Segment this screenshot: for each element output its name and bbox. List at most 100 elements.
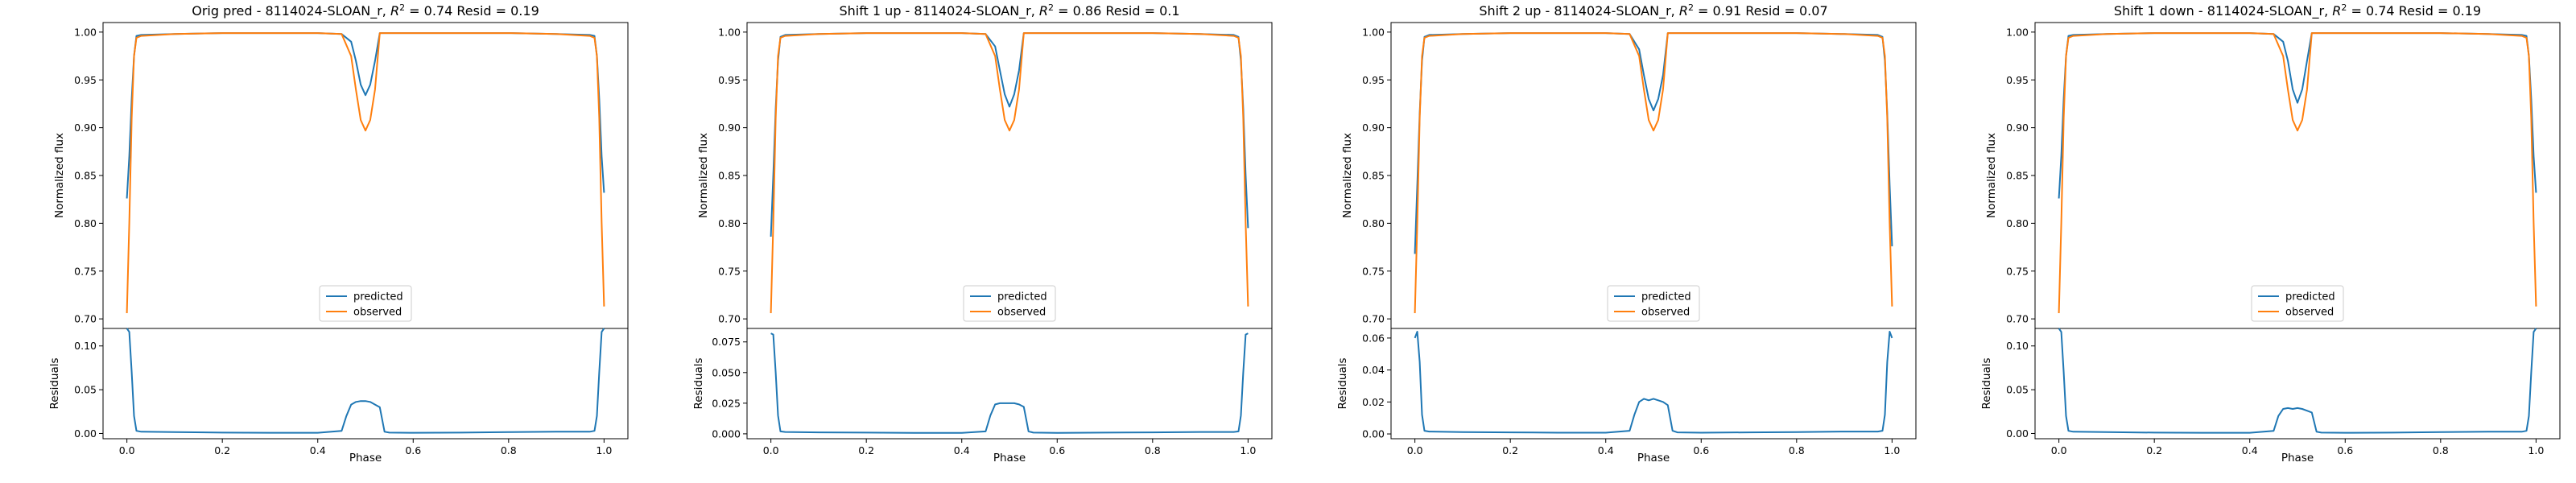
x-axis-label: Phase bbox=[349, 452, 382, 464]
chart-title: Shift 1 down - 8114024-SLOAN_r, R2 = 0.7… bbox=[2114, 2, 2481, 19]
flux-ytick-label: 0.95 bbox=[2006, 74, 2029, 86]
residuals-ytick-label: 0.00 bbox=[74, 427, 97, 440]
legend-label-observed: observed bbox=[353, 307, 402, 319]
flux-ytick-label: 1.00 bbox=[2006, 26, 2029, 38]
resid-label: Resid = bbox=[2395, 3, 2453, 19]
residuals-ytick-label: 0.06 bbox=[1362, 332, 1385, 344]
r2-exponent: 2 bbox=[1688, 2, 1694, 13]
r2-exponent: 2 bbox=[1048, 2, 1054, 13]
chart-panel-3: Shift 2 up - 8114024-SLOAN_r, R2 = 0.91 … bbox=[1336, 2, 1917, 464]
predicted-line bbox=[126, 32, 605, 199]
xtick-label: 0.2 bbox=[214, 444, 230, 456]
resid-value: 0.19 bbox=[510, 3, 539, 19]
flux-ytick-label: 1.00 bbox=[1362, 26, 1385, 38]
xtick-label: 0.2 bbox=[858, 444, 874, 456]
r2-exponent: 2 bbox=[399, 2, 405, 13]
xtick-label: 0.6 bbox=[405, 444, 421, 456]
xtick-label: 1.0 bbox=[2528, 444, 2544, 456]
legend-label-observed: observed bbox=[1641, 307, 1690, 319]
xtick-label: 0.6 bbox=[1049, 444, 1065, 456]
flux-ytick-label: 0.85 bbox=[718, 170, 741, 182]
xtick-label: 0.8 bbox=[1789, 444, 1805, 456]
r2-value: 0.74 bbox=[2366, 3, 2395, 19]
r2-equals: = bbox=[405, 3, 424, 19]
residuals-line bbox=[770, 332, 1249, 434]
legend-label-predicted: predicted bbox=[353, 291, 403, 303]
xtick-label: 0.0 bbox=[119, 444, 135, 456]
flux-ytick-label: 0.70 bbox=[1362, 313, 1385, 325]
resid-label: Resid = bbox=[1101, 3, 1159, 19]
observed-line bbox=[770, 32, 1249, 314]
flux-ytick-label: 0.70 bbox=[718, 313, 741, 325]
flux-ytick-label: 0.75 bbox=[2006, 265, 2029, 277]
chart-title: Shift 1 up - 8114024-SLOAN_r, R2 = 0.86 … bbox=[839, 2, 1179, 19]
residuals-axes-frame bbox=[102, 328, 629, 440]
r2-equals: = bbox=[2347, 3, 2366, 19]
flux-ytick-label: 0.90 bbox=[1362, 122, 1385, 134]
r2-symbol: R bbox=[1679, 3, 1688, 19]
flux-ytick-label: 0.80 bbox=[718, 217, 741, 229]
flux-ytick-label: 0.70 bbox=[74, 313, 97, 325]
flux-ytick-label: 0.90 bbox=[74, 122, 97, 134]
resid-label: Resid = bbox=[1741, 3, 1799, 19]
chart-panel-4: Shift 1 down - 8114024-SLOAN_r, R2 = 0.7… bbox=[1980, 2, 2561, 464]
legend-label-observed: observed bbox=[2285, 307, 2334, 319]
flux-ytick-label: 0.90 bbox=[2006, 122, 2029, 134]
legend: predicted observed bbox=[319, 285, 412, 322]
residuals-ytick-label: 0.075 bbox=[712, 336, 741, 348]
flux-y-axis-label: Normalized flux bbox=[1985, 133, 1998, 218]
xtick-label: 0.6 bbox=[2337, 444, 2353, 456]
xtick-label: 0.0 bbox=[763, 444, 779, 456]
xtick-label: 0.0 bbox=[2051, 444, 2067, 456]
x-axis-label: Phase bbox=[993, 452, 1026, 464]
residuals-ytick-label: 0.05 bbox=[74, 384, 97, 396]
residuals-y-axis-label: Residuals bbox=[1336, 357, 1349, 409]
chart-title: Shift 2 up - 8114024-SLOAN_r, R2 = 0.91 … bbox=[1479, 2, 1827, 19]
residuals-ytick-label: 0.10 bbox=[2006, 340, 2029, 352]
title-prefix: Shift 1 down - 8114024-SLOAN_r, bbox=[2114, 3, 2332, 19]
xtick-label: 0.8 bbox=[1145, 444, 1161, 456]
legend-label-observed: observed bbox=[997, 307, 1046, 319]
chart-panel-2: Shift 1 up - 8114024-SLOAN_r, R2 = 0.86 … bbox=[692, 2, 1273, 464]
flux-ytick-label: 0.85 bbox=[2006, 170, 2029, 182]
flux-axes-frame bbox=[102, 22, 629, 329]
r2-value: 0.91 bbox=[1713, 3, 1742, 19]
legend-label-predicted: predicted bbox=[2285, 291, 2335, 303]
flux-ytick-label: 1.00 bbox=[718, 26, 741, 38]
flux-axes-frame bbox=[746, 22, 1273, 329]
legend: predicted observed bbox=[1607, 285, 1700, 322]
title-prefix: Orig pred - 8114024-SLOAN_r, bbox=[192, 3, 390, 19]
residuals-ytick-label: 0.02 bbox=[1362, 396, 1385, 408]
xtick-label: 0.8 bbox=[501, 444, 517, 456]
flux-ytick-label: 0.95 bbox=[74, 74, 97, 86]
xtick-label: 1.0 bbox=[1240, 444, 1256, 456]
residuals-line bbox=[126, 328, 605, 434]
residuals-line bbox=[2058, 328, 2537, 434]
xtick-label: 0.2 bbox=[1502, 444, 1518, 456]
xtick-label: 0.6 bbox=[1693, 444, 1709, 456]
r2-equals: = bbox=[1054, 3, 1073, 19]
predicted-line bbox=[1414, 32, 1893, 254]
residuals-axes-frame bbox=[746, 328, 1273, 440]
r2-symbol: R bbox=[2332, 3, 2341, 19]
legend-label-predicted: predicted bbox=[997, 291, 1047, 303]
flux-y-axis-label: Normalized flux bbox=[53, 133, 66, 218]
legend: predicted observed bbox=[2251, 285, 2344, 322]
resid-value: 0.07 bbox=[1799, 3, 1828, 19]
r2-equals: = bbox=[1694, 3, 1713, 19]
residuals-axes-frame bbox=[1390, 328, 1917, 440]
chart-title: Orig pred - 8114024-SLOAN_r, R2 = 0.74 R… bbox=[192, 2, 539, 19]
flux-ytick-label: 0.80 bbox=[1362, 217, 1385, 229]
r2-exponent: 2 bbox=[2341, 2, 2347, 13]
resid-value: 0.19 bbox=[2452, 3, 2481, 19]
legend: predicted observed bbox=[963, 285, 1056, 322]
residuals-ytick-label: 0.000 bbox=[712, 427, 741, 440]
flux-ytick-label: 0.85 bbox=[74, 170, 97, 182]
x-axis-label: Phase bbox=[1637, 452, 1670, 464]
residuals-ytick-label: 0.00 bbox=[2006, 427, 2029, 440]
residuals-y-axis-label: Residuals bbox=[692, 357, 705, 409]
xtick-label: 0.0 bbox=[1407, 444, 1423, 456]
predicted-line bbox=[770, 32, 1249, 237]
xtick-label: 0.8 bbox=[2433, 444, 2449, 456]
flux-ytick-label: 0.95 bbox=[718, 74, 741, 86]
